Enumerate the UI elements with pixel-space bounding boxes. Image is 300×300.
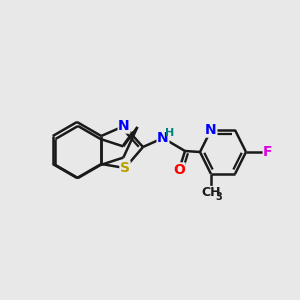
Text: S: S bbox=[120, 161, 130, 175]
Text: 3: 3 bbox=[216, 192, 222, 202]
Text: CH: CH bbox=[201, 187, 221, 200]
Text: N: N bbox=[205, 123, 217, 137]
Text: F: F bbox=[263, 145, 273, 159]
Text: N: N bbox=[157, 131, 169, 145]
Text: H: H bbox=[165, 128, 175, 138]
Text: O: O bbox=[173, 163, 185, 177]
Text: N: N bbox=[118, 119, 130, 133]
